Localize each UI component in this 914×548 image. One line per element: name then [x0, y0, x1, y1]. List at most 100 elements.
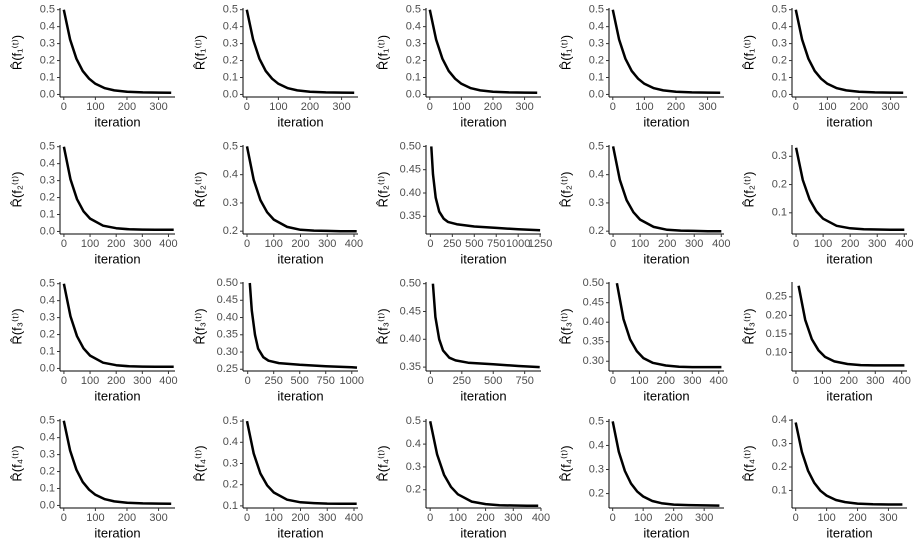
y-tick-label: 0.30	[583, 355, 604, 367]
y-tick-label: 0.45	[400, 305, 421, 317]
y-tick-label: 0.2	[589, 54, 604, 66]
y-tick-label: 0.5	[223, 415, 238, 427]
y-axis-label: R̂(f₁⁽ᵗ⁾)	[741, 35, 756, 70]
y-tick-label: 0.40	[400, 187, 421, 199]
y-tick-label: 0.1	[40, 208, 55, 220]
x-axis-label: iteration	[94, 525, 140, 540]
y-tick-label: 0.5	[223, 140, 238, 152]
panel: 0.0 0.1 0.2 0.3 0.4 0.5 0 100 200 300 400 iteration…	[9, 278, 177, 404]
x-tick-label: 100	[81, 375, 99, 387]
y-tick-label: 0.40	[583, 316, 604, 328]
y-axis-label: R̂(f₃⁽ᵗ⁾)	[741, 308, 756, 344]
y-tick-label: 0.3	[40, 312, 55, 324]
x-tick-label: 200	[667, 101, 685, 113]
y-tick-label: 0.0	[40, 362, 55, 374]
line	[62, 9, 172, 95]
x-tick-label: 300	[695, 512, 713, 524]
line	[615, 282, 722, 369]
y-axis-label: R̂(f₄⁽ᵗ⁾)	[192, 445, 207, 481]
y-axis-label: R̂(f₄⁽ᵗ⁾)	[741, 445, 756, 481]
x-axis-label: iteration	[643, 114, 689, 129]
y-tick-label: 0.1	[223, 500, 238, 512]
y-tick-label: 0.2	[406, 54, 421, 66]
line	[245, 9, 355, 95]
y-tick-label: 0.4	[40, 158, 55, 170]
y-tick-label: 0.50	[400, 278, 421, 290]
y-tick-label: 0.5	[406, 4, 421, 16]
x-tick-label: 200	[107, 238, 125, 250]
y-tick-label: 0.40	[400, 333, 421, 345]
y-tick-label: 0.25	[766, 291, 787, 303]
x-axis-label: iteration	[643, 525, 689, 540]
y-tick-label: 0.4	[223, 21, 238, 33]
y-tick-label: 0.35	[400, 210, 421, 222]
y-tick-label: 0.45	[217, 294, 238, 306]
x-tick-label: 400	[345, 238, 363, 250]
y-tick-label: 0.2	[40, 54, 55, 66]
x-tick-label: 200	[484, 101, 502, 113]
x-tick-label: 300	[318, 238, 336, 250]
x-tick-label: 400	[532, 512, 550, 524]
panel: 0.1 0.2 0.3 0 100 200 300 400 iteration R̂(f₂⁽ᵗ⁾)	[741, 145, 913, 266]
y-tick-label: 0.4	[40, 21, 55, 33]
x-tick-label: 0	[427, 512, 433, 524]
line	[611, 421, 720, 507]
panel: 0.35 0.40 0.45 0.50 0 250 500 750 iteration R̂(f₃…	[375, 278, 541, 403]
x-tick-label: 1000	[506, 238, 530, 250]
x-tick-label: 200	[291, 512, 309, 524]
y-axis-label: R̂(f₂⁽ᵗ⁾)	[192, 172, 207, 208]
line	[62, 283, 174, 369]
y-tick-label: 0.1	[40, 345, 55, 357]
y-tick-label: 0.40	[217, 311, 238, 323]
y-tick-label: 0.3	[406, 38, 421, 50]
panel: 0.0 0.1 0.2 0.3 0.4 0.5 0 100 200 300 iteration R̂(…	[9, 4, 175, 129]
x-tick-label: 0	[610, 101, 616, 113]
x-tick-label: 0	[61, 101, 67, 113]
line	[611, 146, 722, 233]
panel: 0.0 0.1 0.2 0.3 0.4 0.5 0 100 200 300 400 iteration…	[9, 141, 177, 267]
y-tick-label: 0.2	[772, 178, 787, 190]
y-tick-label: 0.4	[772, 414, 787, 426]
panel: 0.1 0.2 0.3 0.4 0 100 200 300 iteration R̂(f₄⁽ᵗ⁾)	[741, 414, 907, 540]
y-tick-label: 0.0	[589, 88, 604, 100]
y-axis-label: R̂(f₂⁽ᵗ⁾)	[375, 172, 390, 208]
y-tick-label: 0.2	[223, 54, 238, 66]
x-axis-label: iteration	[94, 251, 140, 266]
y-tick-label: 0.2	[406, 484, 421, 496]
y-tick-label: 0.0	[40, 88, 55, 100]
x-tick-label: 0	[61, 238, 67, 250]
line	[797, 285, 905, 367]
y-tick-label: 0.5	[772, 4, 787, 16]
x-tick-label: 750	[487, 238, 505, 250]
x-axis-label: iteration	[643, 388, 689, 403]
y-tick-label: 0.45	[583, 297, 604, 309]
y-tick-label: 0.20	[766, 309, 787, 321]
y-tick-label: 0.5	[589, 140, 604, 152]
y-tick-label: 0.4	[223, 436, 238, 448]
x-tick-label: 400	[159, 375, 177, 387]
x-tick-label: 0	[244, 101, 250, 113]
x-tick-label: 500	[291, 375, 309, 387]
y-tick-label: 0.1	[40, 71, 55, 83]
x-axis-label: iteration	[94, 114, 140, 129]
x-tick-label: 100	[635, 101, 653, 113]
x-axis-label: iteration	[94, 388, 140, 403]
line	[245, 420, 357, 506]
panel: 0.25 0.30 0.35 0.40 0.45 0.50 0 250 500 750 1000 it…	[192, 277, 364, 403]
x-axis-label: iteration	[460, 114, 506, 129]
y-axis-label: R̂(f₂⁽ᵗ⁾)	[741, 172, 756, 208]
x-tick-label: 200	[118, 101, 136, 113]
y-tick-label: 0.35	[583, 336, 604, 348]
x-tick-label: 750	[515, 375, 533, 387]
panel: 0.30 0.35 0.40 0.45 0.50 0 100 200 300 400 iterati…	[558, 277, 728, 403]
x-tick-label: 300	[881, 101, 899, 113]
x-tick-label: 100	[452, 101, 470, 113]
line	[794, 422, 903, 506]
x-tick-label: 200	[476, 512, 494, 524]
x-tick-label: 0	[793, 375, 799, 387]
y-tick-label: 0.2	[40, 465, 55, 477]
x-tick-label: 400	[893, 375, 911, 387]
y-tick-label: 0.25	[217, 363, 238, 375]
y-tick-label: 0.3	[223, 38, 238, 50]
x-tick-label: 750	[317, 375, 335, 387]
